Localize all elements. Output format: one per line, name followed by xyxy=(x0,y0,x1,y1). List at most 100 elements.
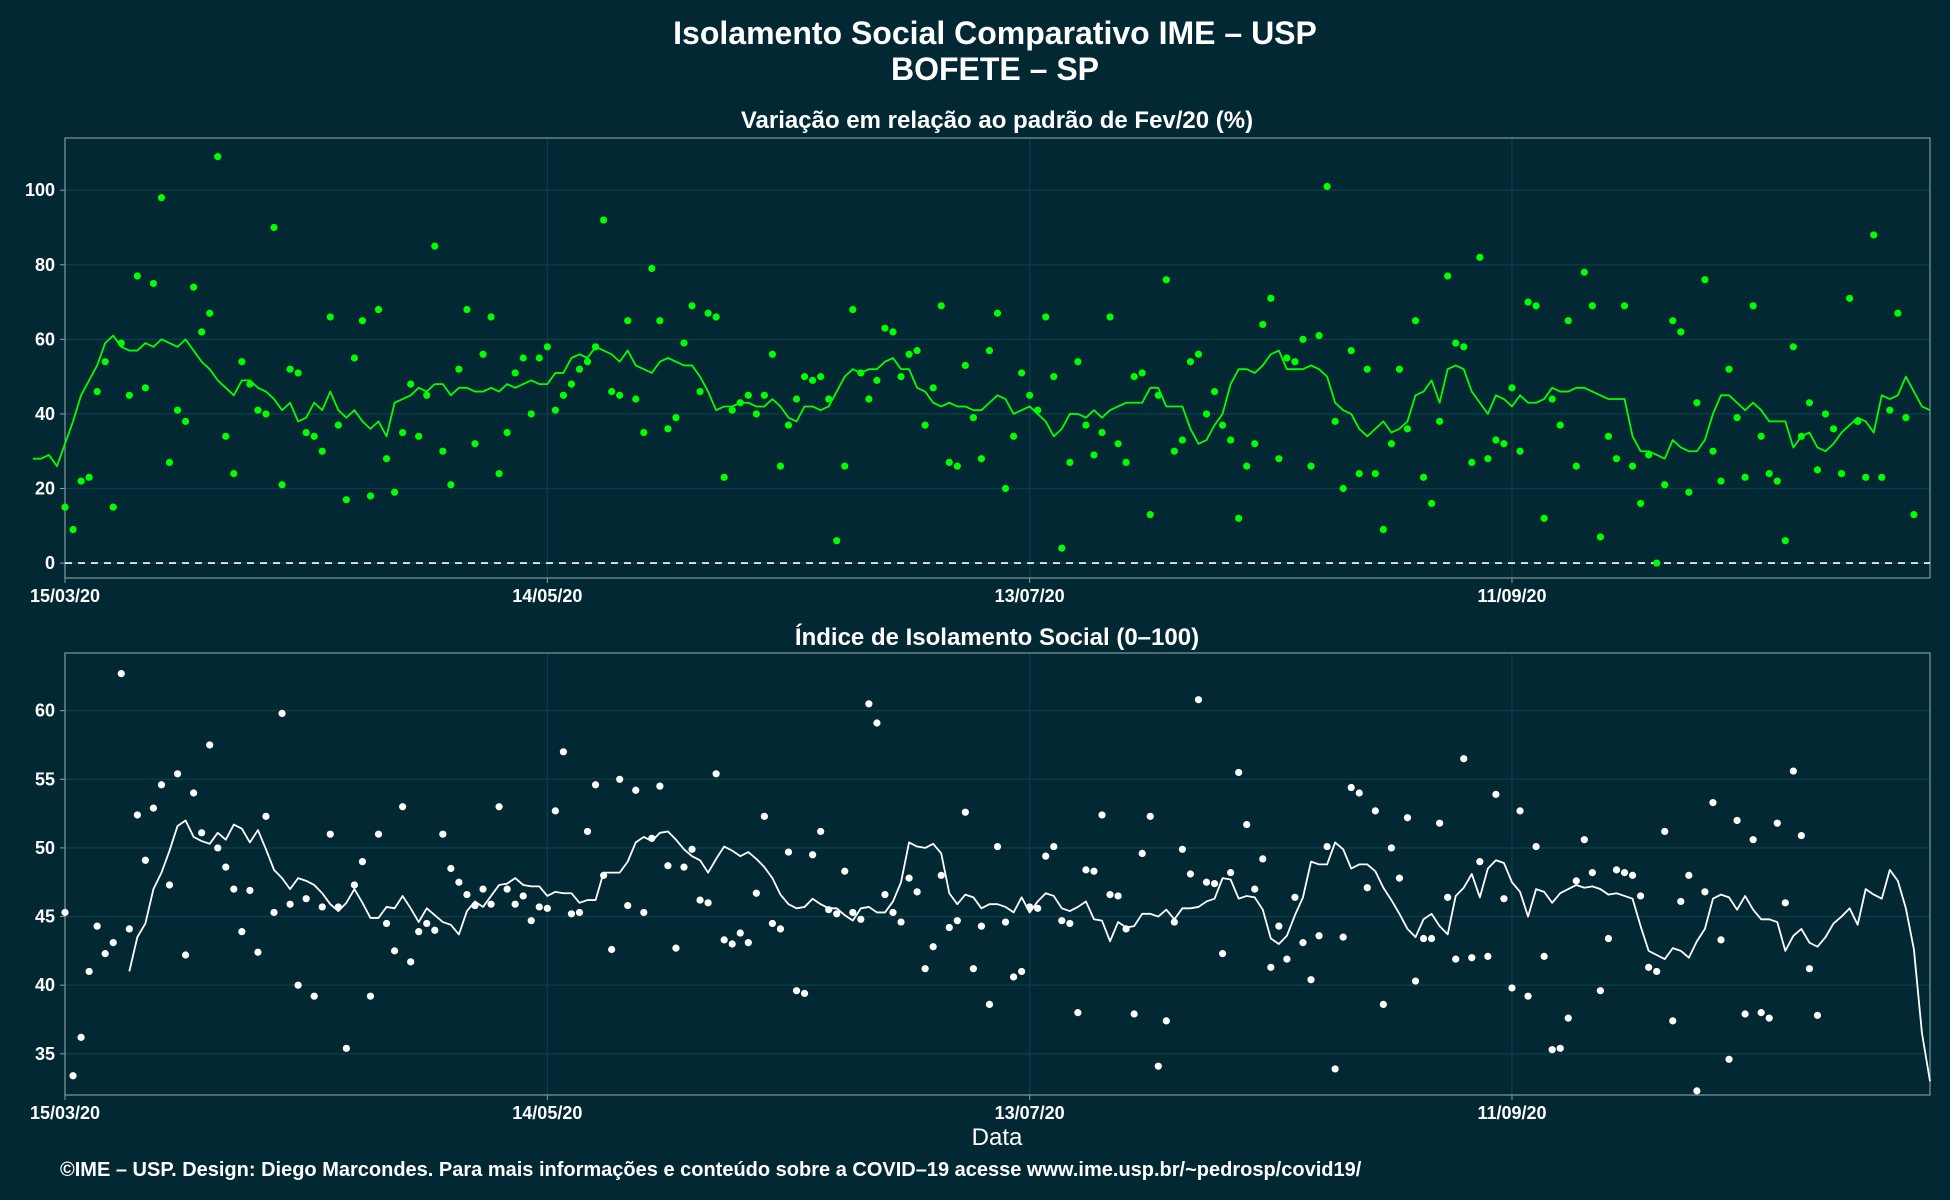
data-point xyxy=(133,811,141,819)
data-point xyxy=(1130,1010,1138,1018)
panel-title: Variação em relação ao padrão de Fev/20 … xyxy=(741,107,1253,134)
data-point xyxy=(1371,469,1379,478)
data-point xyxy=(1251,885,1259,893)
data-point xyxy=(101,950,109,958)
figure-subtitle: BOFETE – SP xyxy=(891,51,1099,87)
data-point xyxy=(1243,820,1251,829)
data-point xyxy=(1018,967,1026,976)
data-point xyxy=(1765,1014,1773,1022)
data-point xyxy=(366,992,375,1000)
moving-average-line xyxy=(32,334,1931,468)
panel-border xyxy=(64,137,1931,579)
data-point xyxy=(342,496,350,504)
data-point xyxy=(423,391,431,399)
data-point xyxy=(1677,897,1685,906)
footer-caption: ©IME – USP. Design: Diego Marcondes. Par… xyxy=(60,1159,1362,1181)
data-point xyxy=(1637,892,1645,900)
y-tick-label: 40 xyxy=(35,975,55,995)
data-point xyxy=(1347,783,1355,792)
data-point xyxy=(1066,458,1074,467)
data-point xyxy=(1379,1000,1387,1009)
data-point xyxy=(1299,939,1307,947)
data-point xyxy=(125,391,133,399)
data-point xyxy=(1757,1009,1765,1017)
data-point xyxy=(792,987,801,995)
data-point xyxy=(648,264,656,273)
data-point xyxy=(1050,373,1058,381)
data-point xyxy=(1331,1065,1339,1073)
data-point xyxy=(270,223,278,232)
data-point xyxy=(222,863,230,871)
data-point xyxy=(1363,365,1371,373)
data-point xyxy=(1291,893,1299,901)
data-point xyxy=(640,428,648,437)
data-point xyxy=(1813,1011,1822,1019)
data-point xyxy=(1202,878,1211,886)
data-point xyxy=(1026,391,1034,399)
data-point xyxy=(463,890,471,899)
data-point xyxy=(69,1072,77,1080)
data-point xyxy=(768,919,777,928)
data-point xyxy=(1018,369,1026,377)
data-point xyxy=(1218,421,1227,429)
x-tick-label: 14/05/20 xyxy=(512,586,582,606)
data-point xyxy=(1564,317,1572,325)
data-point xyxy=(1194,350,1203,358)
panel-border xyxy=(64,652,1931,1096)
data-point xyxy=(1492,436,1500,444)
data-point xyxy=(1749,836,1757,844)
data-point xyxy=(1275,922,1283,930)
data-point xyxy=(326,830,334,838)
data-point xyxy=(1122,458,1130,467)
data-point xyxy=(1757,432,1765,440)
data-point xyxy=(1227,436,1235,444)
data-point xyxy=(527,917,535,925)
data-point xyxy=(1162,276,1170,284)
data-point xyxy=(1604,934,1613,943)
data-point xyxy=(503,885,511,893)
data-point xyxy=(471,440,479,448)
x-tick-label: 13/07/20 xyxy=(995,586,1065,606)
data-point xyxy=(455,878,463,886)
data-point xyxy=(583,827,592,836)
data-point xyxy=(945,923,953,932)
data-point xyxy=(1291,358,1299,366)
data-point xyxy=(841,462,849,470)
data-point xyxy=(1042,313,1050,321)
data-point xyxy=(1805,965,1814,973)
data-point xyxy=(1524,992,1532,1000)
data-point xyxy=(1821,410,1830,418)
data-point xyxy=(270,908,278,917)
data-point xyxy=(1693,1087,1701,1095)
data-point xyxy=(109,939,117,947)
x-tick-label: 14/05/20 xyxy=(512,1103,582,1123)
data-point xyxy=(350,881,358,889)
data-point xyxy=(1001,484,1010,493)
data-point xyxy=(1484,455,1492,463)
data-point xyxy=(993,842,1002,851)
y-tick-label: 45 xyxy=(35,907,55,927)
data-point xyxy=(1484,952,1492,960)
data-point xyxy=(1339,933,1347,941)
data-point xyxy=(503,428,511,437)
data-point xyxy=(1492,790,1500,798)
x-tick-label: 11/09/20 xyxy=(1477,586,1546,606)
data-point xyxy=(1009,432,1018,440)
data-point xyxy=(1548,395,1556,403)
data-point xyxy=(149,804,158,812)
data-point xyxy=(1371,807,1379,815)
bottom-panel-isolation-index: Índice de Isolamento Social (0–100) 15/03… xyxy=(30,623,1931,1123)
data-point xyxy=(1331,417,1339,425)
data-point xyxy=(1588,302,1596,310)
data-point xyxy=(672,414,680,422)
data-point xyxy=(1580,836,1588,844)
data-point xyxy=(1315,932,1323,940)
data-point xyxy=(1194,696,1203,704)
data-point xyxy=(439,830,447,838)
y-tick-label: 20 xyxy=(35,479,55,499)
y-tick-label: 50 xyxy=(35,838,55,858)
data-point xyxy=(1620,302,1629,310)
data-point xyxy=(511,369,519,377)
data-point xyxy=(1797,831,1805,840)
data-point xyxy=(1427,934,1436,943)
